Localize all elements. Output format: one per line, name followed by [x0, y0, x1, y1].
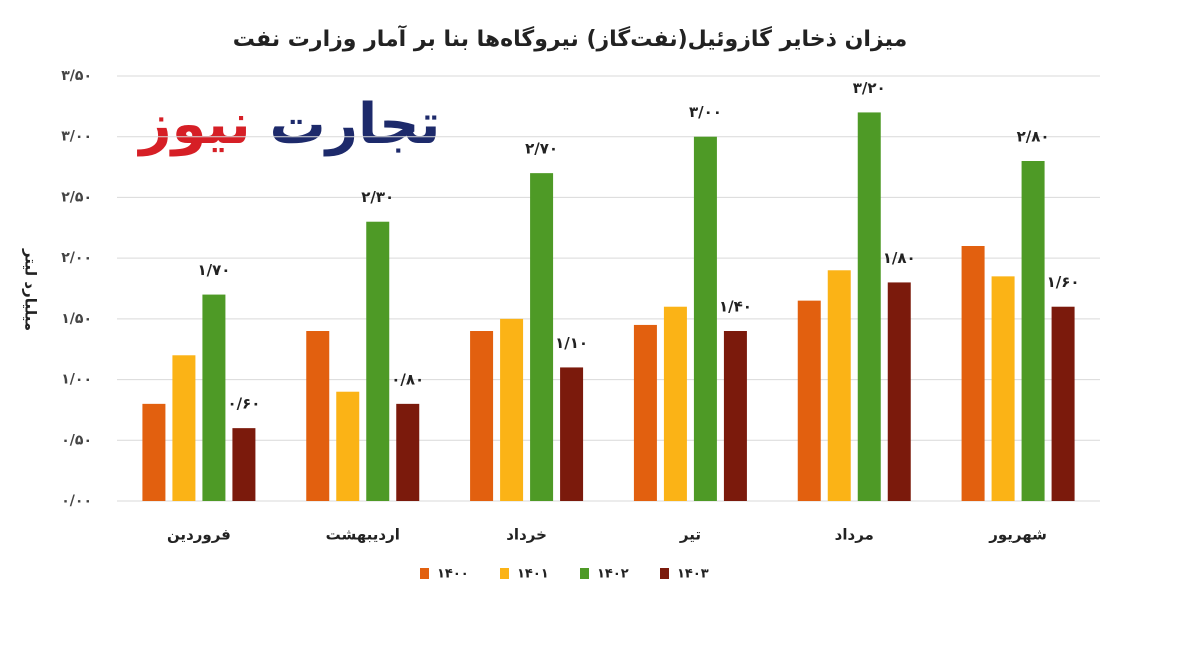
- bar: [1051, 306, 1075, 501]
- value-label: ۱/۸۰: [883, 249, 916, 267]
- legend-swatch: [580, 568, 589, 579]
- bar: [857, 112, 881, 501]
- bar: [1021, 161, 1045, 501]
- bar: [797, 300, 821, 501]
- bar: [991, 276, 1015, 501]
- value-label: ۱/۶۰: [1047, 273, 1080, 291]
- value-label: ۲/۳۰: [361, 188, 394, 206]
- legend-label: ۱۴۰۳: [677, 567, 709, 582]
- bar: [693, 136, 717, 501]
- legend-swatch: [500, 568, 509, 579]
- bar: [887, 282, 911, 501]
- y-tick-label: ۰/۰۰: [61, 493, 92, 509]
- value-label: ۳/۲۰: [853, 79, 886, 97]
- bar: [961, 246, 985, 501]
- bar: [500, 318, 524, 501]
- bar: [232, 428, 256, 501]
- legend-label: ۱۴۰۲: [597, 567, 629, 582]
- value-label: ۱/۷۰: [197, 261, 230, 279]
- value-label: ۲/۸۰: [1017, 128, 1050, 146]
- bar: [336, 391, 360, 501]
- bar: [530, 173, 554, 501]
- x-tick-label: مرداد: [835, 526, 874, 544]
- bar: [202, 294, 226, 501]
- y-axis-title: میلیارد لیتر: [22, 248, 40, 331]
- y-tick-label: ۰/۵۰: [61, 432, 92, 448]
- y-tick-label: ۲/۵۰: [61, 189, 92, 205]
- legend-label: ۱۴۰۰: [437, 567, 469, 582]
- bar: [470, 331, 494, 501]
- value-label: ۱/۱۰: [555, 334, 588, 352]
- value-label: ۰/۶۰: [227, 395, 260, 413]
- bar: [560, 367, 584, 501]
- legend-label: ۱۴۰۱: [517, 567, 549, 582]
- value-label: ۳/۰۰: [689, 103, 722, 121]
- bar: [633, 324, 657, 501]
- x-tick-label: خرداد: [506, 526, 547, 544]
- x-tick-label: اردیبهشت: [326, 526, 400, 544]
- chart-title: میزان ذخایر گازوئیل(نفت‌گاز) نیروگاه‌ها …: [233, 24, 907, 52]
- bar: [142, 403, 166, 501]
- x-tick-label: شهریور: [988, 526, 1047, 544]
- value-label: ۱/۴۰: [719, 298, 752, 316]
- legend-swatch: [660, 568, 669, 579]
- bar: [723, 331, 747, 501]
- legend-swatch: [420, 568, 429, 579]
- bar: [663, 306, 687, 501]
- bar: [827, 270, 851, 501]
- bar: [172, 355, 196, 501]
- y-tick-label: ۳/۵۰: [61, 68, 92, 84]
- value-label: ۲/۷۰: [525, 140, 558, 158]
- x-tick-label: فروردین: [167, 526, 231, 544]
- bar: [396, 403, 420, 501]
- y-tick-label: ۳/۰۰: [61, 129, 92, 145]
- y-tick-label: ۱/۵۰: [61, 311, 92, 327]
- y-tick-label: ۲/۰۰: [61, 250, 92, 266]
- logo-left: نیوز: [136, 92, 250, 157]
- y-tick-label: ۱/۰۰: [61, 372, 92, 388]
- x-tick-label: تیر: [679, 526, 701, 544]
- logo-right: تجارت: [270, 92, 441, 157]
- bar: [366, 221, 390, 501]
- bar: [306, 331, 330, 501]
- value-label: ۰/۸۰: [391, 370, 424, 388]
